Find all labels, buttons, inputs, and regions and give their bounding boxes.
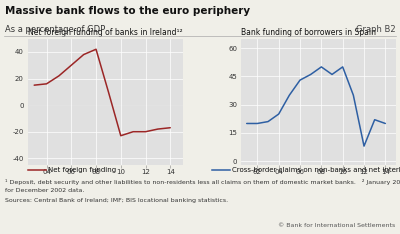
Text: Net foreign funding: Net foreign funding — [48, 167, 116, 173]
Text: Net foreign funding of banks in Ireland¹²: Net foreign funding of banks in Ireland¹… — [28, 28, 183, 37]
Text: Massive bank flows to the euro periphery: Massive bank flows to the euro periphery — [5, 6, 250, 16]
Text: Bank funding of borrowers in Spain: Bank funding of borrowers in Spain — [241, 28, 376, 37]
Text: Sources: Central Bank of Ireland; IMF; BIS locational banking statistics.: Sources: Central Bank of Ireland; IMF; B… — [5, 198, 228, 203]
Text: Graph B2: Graph B2 — [356, 25, 395, 33]
Text: Cross-border claims on non-banks and net interbank claims: Cross-border claims on non-banks and net… — [232, 167, 400, 173]
Text: As a percentage of GDP: As a percentage of GDP — [5, 25, 105, 33]
Text: © Bank for International Settlements: © Bank for International Settlements — [278, 223, 395, 228]
Text: ¹ Deposit, debt security and other liabilities to non-residents less all claims : ¹ Deposit, debt security and other liabi… — [5, 179, 400, 185]
Text: for December 2002 data.: for December 2002 data. — [5, 188, 84, 193]
